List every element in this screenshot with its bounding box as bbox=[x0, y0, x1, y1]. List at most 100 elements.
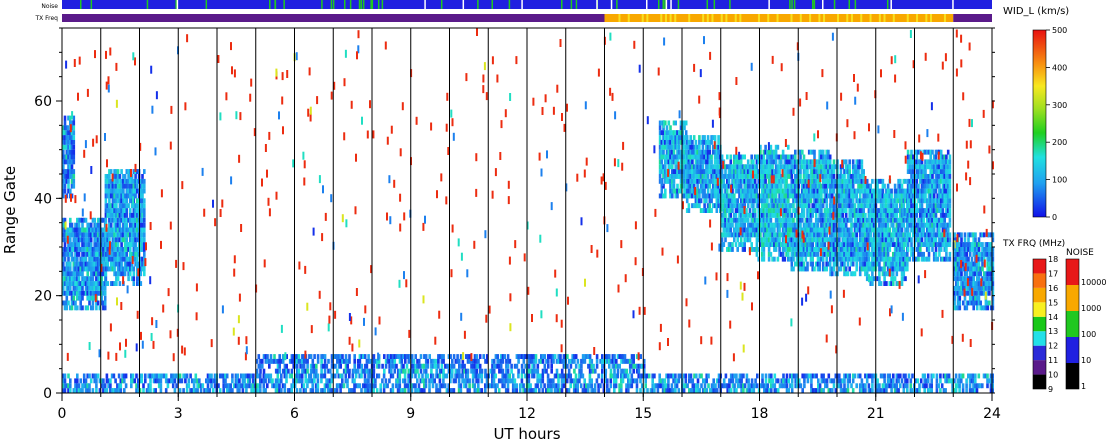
echo-cell bbox=[102, 271, 105, 277]
echo-cell bbox=[62, 222, 65, 228]
echo-cell bbox=[82, 281, 86, 286]
echo-cell bbox=[977, 266, 981, 272]
echo-cell bbox=[442, 378, 445, 384]
echo-cell bbox=[457, 383, 461, 389]
echo-cell bbox=[878, 198, 881, 204]
echo-cell bbox=[876, 237, 879, 243]
echo-cell bbox=[95, 266, 98, 272]
echo-cell bbox=[867, 227, 871, 233]
noise-speckle bbox=[791, 0, 793, 9]
echo-cell bbox=[762, 247, 766, 252]
echo-cell bbox=[677, 144, 681, 150]
echo-cell bbox=[250, 373, 253, 379]
echo-cell bbox=[267, 373, 271, 379]
noise-speckle bbox=[664, 0, 666, 9]
echo-cell bbox=[729, 208, 733, 213]
echo-cell bbox=[857, 174, 860, 179]
echo-cell bbox=[806, 222, 809, 228]
echo-cell bbox=[726, 232, 729, 238]
echo-cell bbox=[760, 212, 764, 218]
echo-cell bbox=[783, 188, 787, 194]
echo-cell bbox=[977, 290, 981, 296]
echo-cell bbox=[974, 300, 977, 306]
echo-cell bbox=[398, 378, 402, 384]
echo-cell bbox=[712, 188, 715, 194]
echo-cell bbox=[63, 383, 67, 389]
echo-cell bbox=[832, 164, 836, 170]
echo-cell bbox=[116, 193, 120, 199]
echo-cell bbox=[883, 247, 886, 252]
echo-cell bbox=[785, 251, 788, 257]
echo-cell bbox=[123, 261, 127, 267]
echo-cell bbox=[738, 217, 741, 223]
echo-cell bbox=[65, 247, 69, 252]
echo-cell bbox=[799, 222, 802, 228]
echo-cell bbox=[787, 203, 790, 209]
echo-cell bbox=[764, 159, 767, 165]
echo-cell bbox=[895, 247, 899, 252]
echo-cell bbox=[895, 208, 899, 213]
echo-cell bbox=[991, 305, 995, 311]
echo-cell bbox=[781, 198, 785, 204]
echo-cell bbox=[116, 217, 120, 223]
echo-cell bbox=[100, 290, 103, 296]
echo-cell bbox=[929, 154, 932, 160]
echo-cell bbox=[818, 198, 821, 204]
echo-cell bbox=[706, 139, 710, 145]
echo-cell bbox=[236, 388, 239, 393]
echo-cell bbox=[300, 383, 304, 389]
echo-cell bbox=[906, 242, 910, 247]
echo-cell bbox=[752, 208, 755, 213]
echo-cell bbox=[851, 247, 855, 252]
echo-cell bbox=[963, 247, 967, 252]
noise-speckle bbox=[570, 0, 573, 9]
echo-cell bbox=[831, 203, 834, 209]
echo-cell bbox=[374, 378, 377, 384]
echo-cell bbox=[143, 266, 146, 272]
echo-cell bbox=[703, 139, 706, 145]
echo-cell bbox=[802, 242, 806, 247]
echo-cell bbox=[459, 388, 463, 393]
echo-cell bbox=[681, 159, 684, 165]
echo-cell bbox=[783, 242, 787, 247]
echo-cell bbox=[885, 193, 888, 199]
echo-cell bbox=[900, 237, 904, 243]
echo-cell bbox=[910, 251, 913, 257]
echo-cell bbox=[832, 174, 836, 179]
echo-cell bbox=[876, 183, 879, 189]
echo-cell bbox=[790, 232, 794, 238]
echo-cell bbox=[986, 256, 989, 262]
echo-cell bbox=[956, 266, 960, 272]
echo-cell bbox=[280, 373, 283, 379]
echo-cell bbox=[129, 232, 132, 238]
echo-cell bbox=[454, 373, 457, 379]
echo-cell bbox=[199, 383, 203, 389]
echo-cell bbox=[871, 261, 874, 267]
echo-cell bbox=[982, 305, 986, 311]
echo-cell bbox=[981, 290, 984, 296]
echo-cell bbox=[672, 139, 676, 145]
echo-cell bbox=[986, 285, 989, 291]
echo-cell bbox=[886, 251, 890, 257]
echo-cell bbox=[738, 183, 741, 189]
echo-cell bbox=[864, 217, 867, 223]
echo-cell bbox=[699, 149, 703, 155]
echo-cell bbox=[781, 188, 785, 194]
echo-cell bbox=[136, 232, 139, 238]
echo-cell bbox=[379, 388, 382, 393]
echo-cell bbox=[938, 251, 941, 257]
echo-cell bbox=[100, 251, 103, 257]
echo-cell bbox=[797, 149, 801, 155]
echo-cell bbox=[220, 373, 224, 379]
echo-cell bbox=[288, 388, 292, 393]
echo-cell bbox=[876, 256, 879, 262]
echo-cell bbox=[759, 169, 762, 174]
echo-cell bbox=[787, 256, 790, 262]
echo-cell bbox=[929, 208, 932, 213]
echo-cell bbox=[118, 251, 122, 257]
echo-cell bbox=[850, 193, 853, 199]
echo-cell bbox=[671, 135, 674, 140]
echo-cell bbox=[984, 247, 988, 252]
echo-cell bbox=[86, 290, 89, 296]
echo-cell bbox=[748, 169, 752, 174]
